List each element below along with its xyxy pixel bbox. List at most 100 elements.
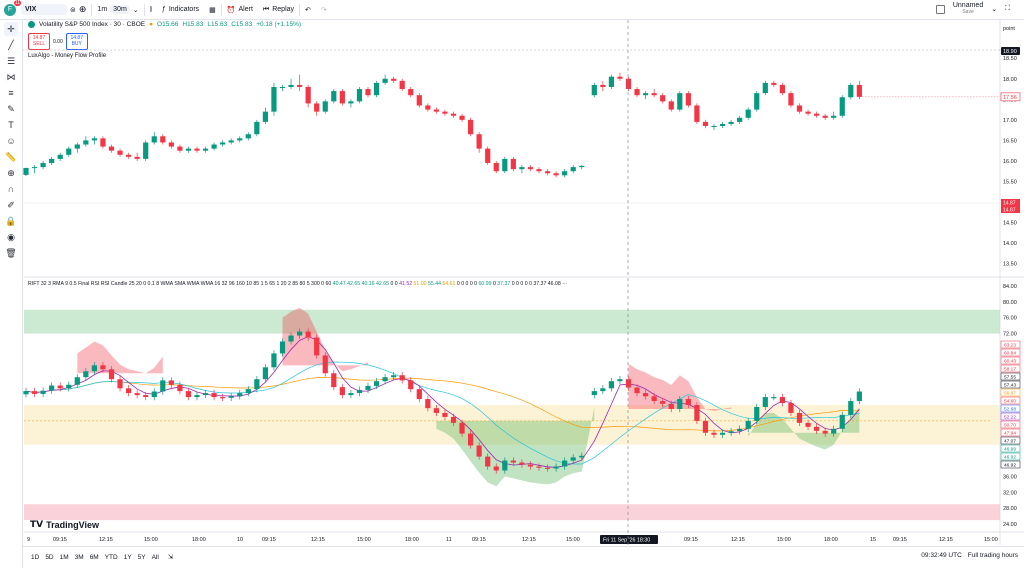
- trash-icon[interactable]: 🗑: [5, 247, 17, 258]
- clock[interactable]: 09:32:49 UTC: [921, 552, 962, 559]
- price-candle-body: [433, 109, 439, 112]
- templates-button[interactable]: ▦: [204, 0, 221, 19]
- price-candle-body: [608, 76, 614, 87]
- crosshair-icon[interactable]: ✛: [4, 22, 18, 36]
- range-all-button[interactable]: All: [151, 553, 159, 561]
- range-ytd-button[interactable]: YTD: [104, 553, 118, 561]
- osc-candle-body: [279, 341, 286, 354]
- eye-icon[interactable]: ◉: [7, 231, 15, 242]
- tradingview-logo[interactable]: 𝗧𝗩 TradingView: [30, 519, 99, 530]
- oscillator-value: 0: [514, 281, 519, 287]
- osc-candle-body: [536, 466, 542, 468]
- osc-candle-body: [677, 399, 683, 409]
- redo-button[interactable]: ↷: [316, 0, 332, 19]
- osc-candle-body: [416, 389, 422, 400]
- osc-candle-body: [745, 420, 751, 429]
- oscillator-value: 0: [523, 281, 528, 287]
- range-1y-button[interactable]: 1Y: [123, 553, 132, 561]
- price-tick-label: 13.50: [1003, 262, 1017, 268]
- chevron-down-icon[interactable]: ⌄: [991, 6, 998, 13]
- chevron-down-icon[interactable]: ⌄: [132, 6, 139, 14]
- interval-1m[interactable]: 1m: [97, 6, 108, 13]
- osc-candle-body: [322, 355, 328, 374]
- bullish-cloud: [748, 407, 860, 450]
- lock-icon[interactable]: 🔒: [5, 215, 17, 226]
- interval-30m[interactable]: 30m: [110, 5, 130, 14]
- bid-tag: [1001, 199, 1020, 206]
- osc-candle-body: [254, 379, 260, 390]
- chart-type-button[interactable]: ⫾: [145, 0, 157, 19]
- fast-ma-line: [25, 336, 860, 468]
- text-icon[interactable]: T: [8, 120, 14, 130]
- trend-line-icon[interactable]: ╱: [8, 39, 14, 50]
- osc-candle-body: [762, 397, 768, 407]
- user-avatar[interactable]: F 11: [4, 0, 21, 16]
- lock-drawings-icon[interactable]: ✐: [7, 199, 15, 210]
- indicator-title[interactable]: LuxAlgo - Money Flow Profile: [28, 53, 107, 59]
- fib-icon[interactable]: ≡: [8, 88, 14, 98]
- replay-button[interactable]: ⏮ Replay: [258, 0, 299, 19]
- range-6m-button[interactable]: 6M: [89, 553, 99, 561]
- checkbox[interactable]: [935, 4, 945, 14]
- osc-value-tag-text: 63.23: [1004, 342, 1016, 348]
- neutral-zone: [24, 405, 1000, 445]
- brush-icon[interactable]: ✎: [7, 103, 15, 114]
- symbol-input[interactable]: VIX: [21, 4, 67, 15]
- magnet-icon[interactable]: ∩: [7, 184, 15, 194]
- range-3m-button[interactable]: 3M: [74, 553, 84, 561]
- more-icon[interactable]: ···: [562, 281, 568, 287]
- osc-candle-body: [711, 432, 717, 435]
- alert-button[interactable]: ⏰ Alert: [222, 0, 258, 19]
- divider: [91, 3, 93, 16]
- symbol-search[interactable]: VIX ⊜ ⊕: [16, 0, 91, 19]
- osc-candle-body: [433, 408, 439, 413]
- osc-tick-label: 72.00: [1003, 332, 1017, 338]
- layout-name-button[interactable]: Unnamed Save: [953, 2, 983, 16]
- symbol-description[interactable]: Volatility S&P 500 Index · 30 · CBOE: [39, 21, 146, 28]
- osc-candle-body: [425, 399, 431, 409]
- horizontal-lines-icon[interactable]: ☰: [6, 55, 16, 66]
- osc-candle-body: [856, 391, 862, 402]
- osc-candle-body: [685, 399, 691, 405]
- osc-tick-label: 32.00: [1003, 490, 1017, 496]
- session-label[interactable]: Full trading hours: [967, 552, 1018, 559]
- price-candle-body: [331, 91, 337, 102]
- indicators-button[interactable]: ƒ Indicators: [157, 0, 204, 19]
- buy-button[interactable]: 14.87 BUY: [65, 33, 88, 50]
- osc-value-tag: [1000, 452, 1021, 461]
- emoji-icon[interactable]: ☺: [6, 136, 16, 146]
- crosshair-price-tag: [1001, 47, 1020, 55]
- replay-label: Replay: [272, 6, 295, 13]
- osc-candle-body: [562, 460, 568, 467]
- ruler-icon[interactable]: 📏: [5, 151, 17, 162]
- compare-symbol-icon[interactable]: ⊕: [78, 4, 87, 14]
- oscillator-value: 42.65: [374, 281, 390, 287]
- range-5y-button[interactable]: 5Y: [137, 553, 146, 561]
- slow-ma-line: [25, 376, 860, 432]
- osc-candle-body: [771, 397, 777, 399]
- price-candle-body: [23, 167, 29, 175]
- alarm-clock-icon: ⏰: [226, 6, 236, 14]
- price-tick-label: 18.50: [1003, 56, 1017, 62]
- oscillator-values: 40.47 42.65 40.16 42.65 0 0 41.52 51.00 …: [333, 281, 561, 287]
- range-5d-button[interactable]: 5D: [45, 553, 54, 561]
- sell-button[interactable]: 14.87 SELL: [28, 33, 50, 50]
- fullscreen-icon[interactable]: ⛶: [1005, 5, 1010, 12]
- osc-candle-body: [373, 381, 380, 386]
- symbol-menu-icon[interactable]: ⊜: [70, 6, 76, 14]
- date-range-icon[interactable]: ⇲: [167, 554, 174, 561]
- osc-candle-body: [126, 388, 132, 394]
- range-1m-button[interactable]: 1M: [59, 553, 69, 561]
- time-tick-label: 12:15: [731, 537, 745, 543]
- price-candle-body: [322, 101, 328, 112]
- oscillator-legend[interactable]: RIFT 32 3 RMA 9 0.5 Final RSI RSI Candle…: [28, 281, 648, 287]
- zoom-in-icon[interactable]: ⊕: [7, 167, 15, 178]
- price-candle-body: [728, 121, 734, 124]
- price-candle-body: [544, 171, 551, 174]
- pattern-icon[interactable]: ⋈: [6, 71, 16, 82]
- session-info: 09:32:49 UTC Full trading hours: [921, 552, 1018, 559]
- undo-button[interactable]: ↶: [300, 0, 316, 19]
- price-candle-body: [271, 86, 277, 112]
- oscillator-value: 0: [393, 281, 398, 287]
- range-1d-button[interactable]: 1D: [31, 553, 40, 561]
